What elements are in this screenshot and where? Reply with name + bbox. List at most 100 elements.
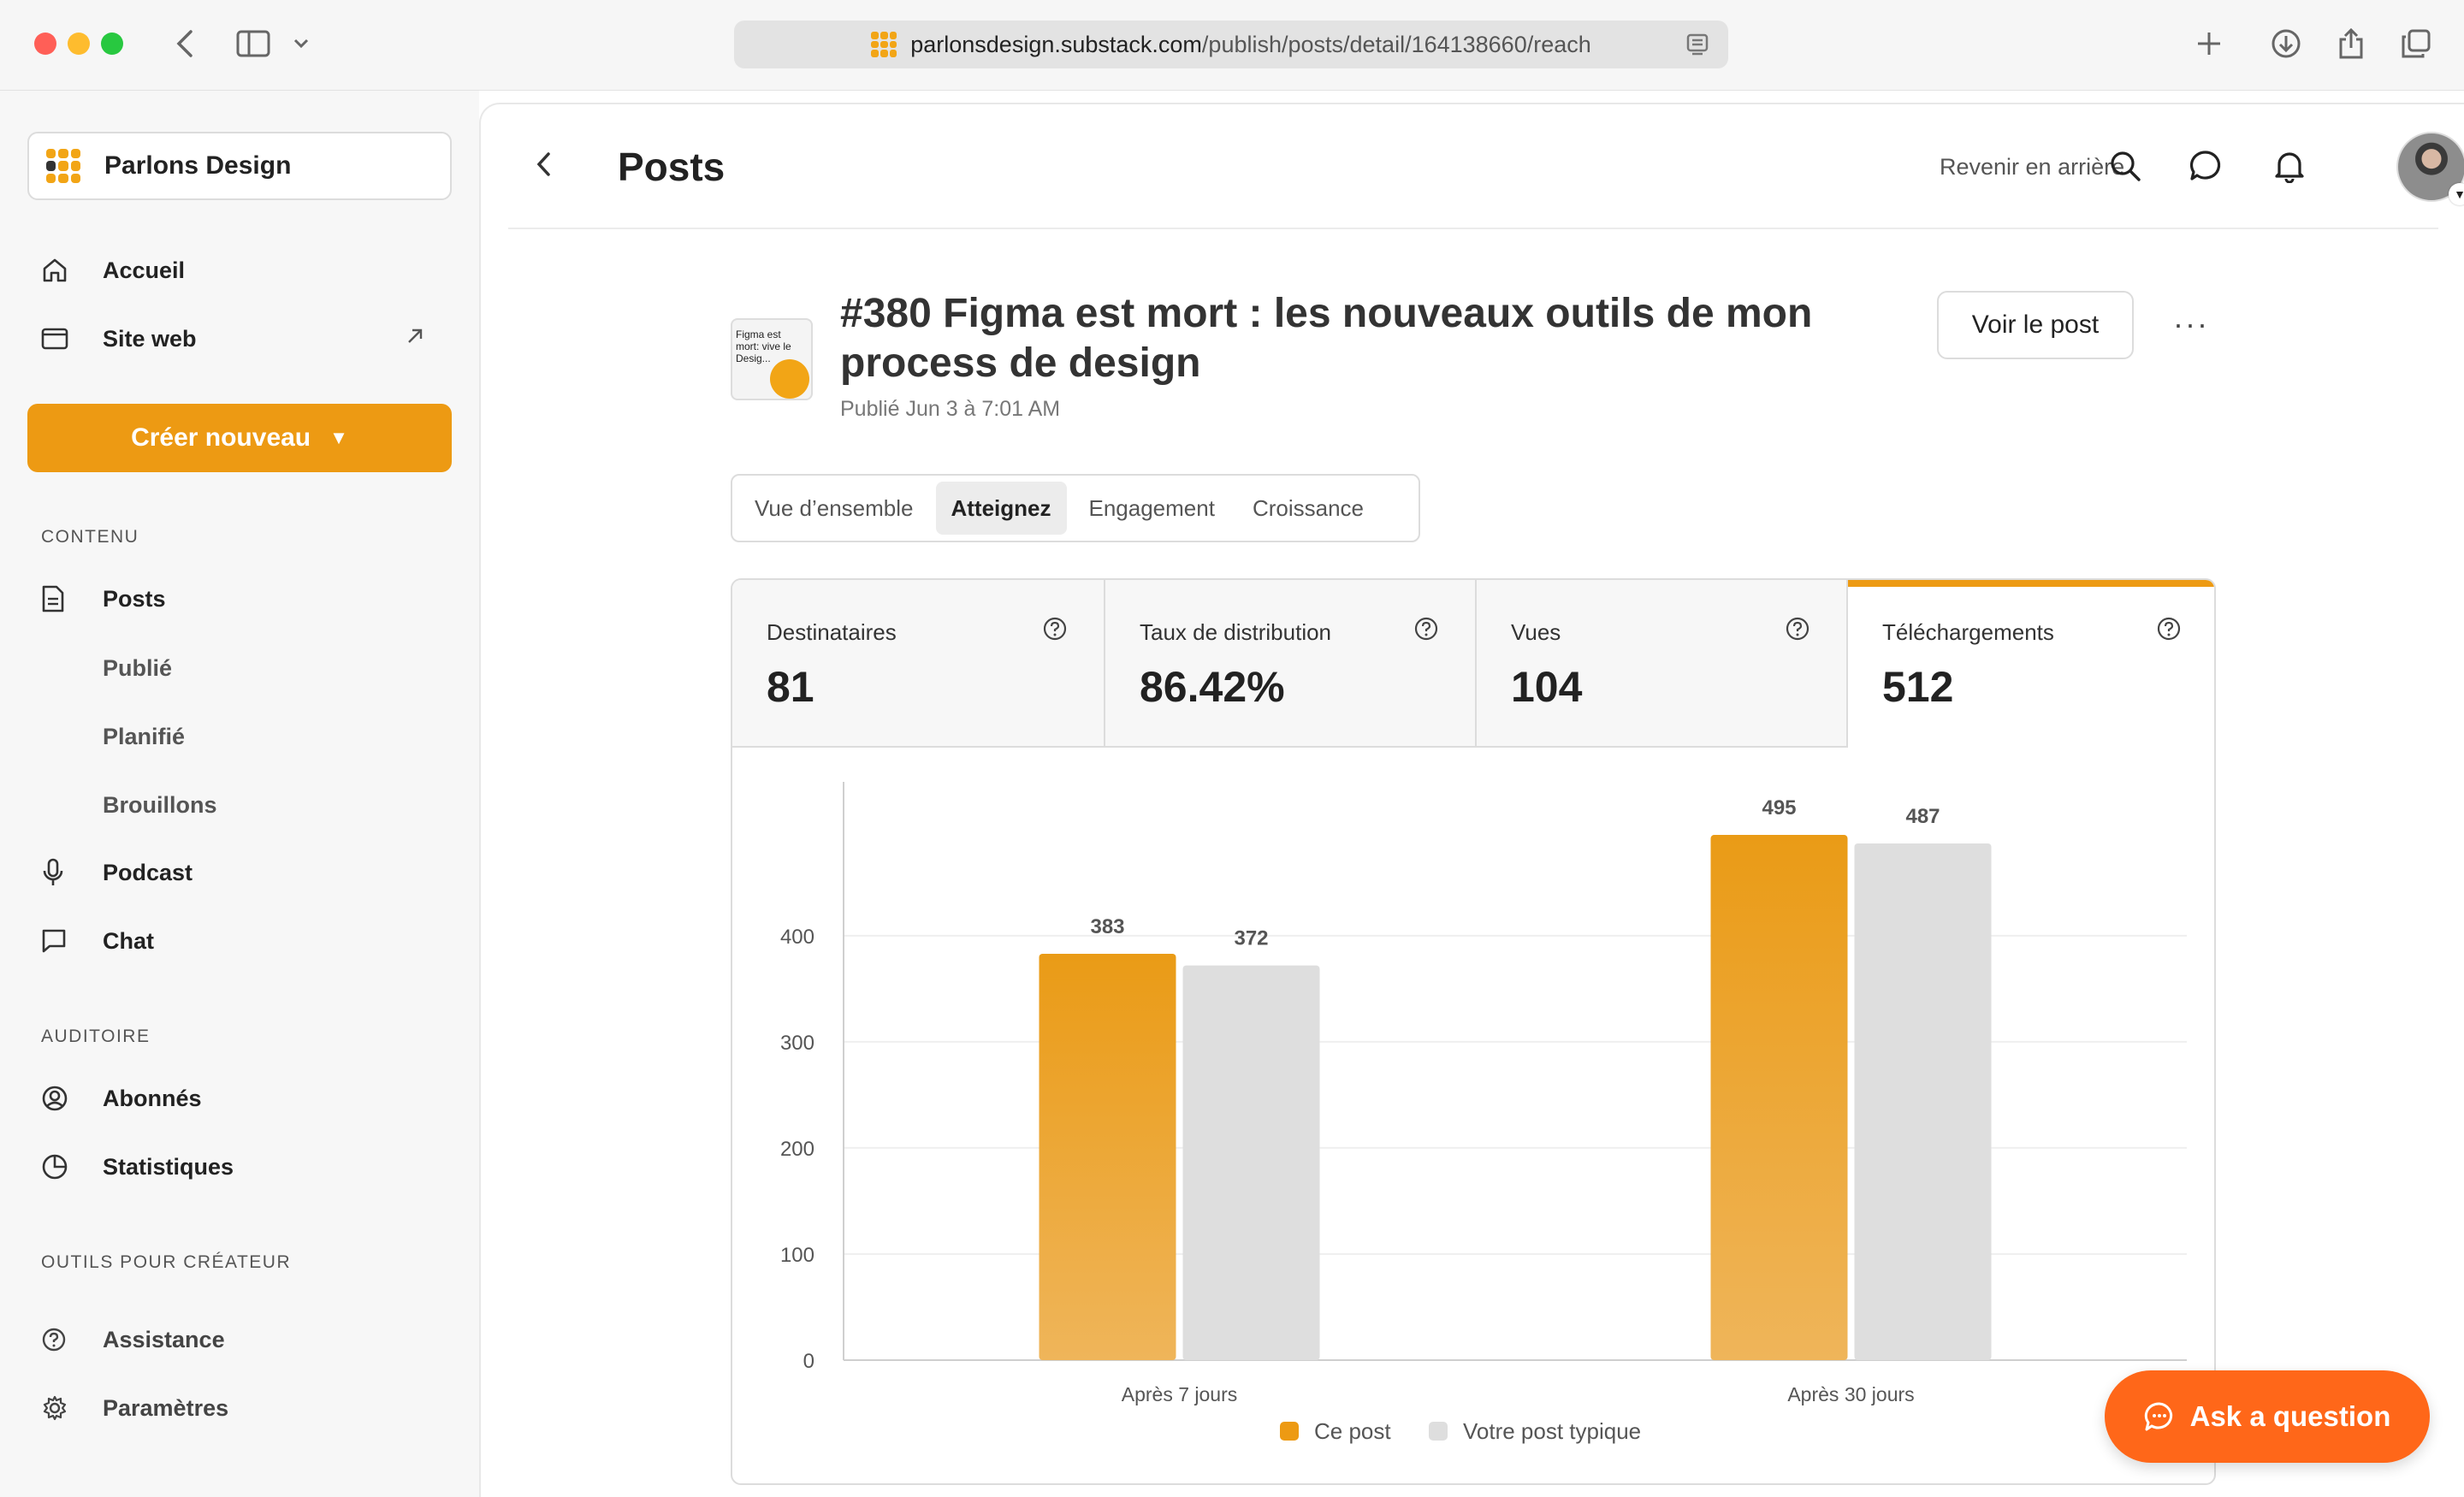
bar-value-label: 495 <box>1762 796 1796 820</box>
tab-vue-ensemble[interactable]: Vue d’ensemble <box>755 494 914 521</box>
stat-card-vues[interactable]: Vues 104 <box>1477 580 1848 748</box>
stat-card-destinataires[interactable]: Destinataires 81 <box>732 580 1105 748</box>
sidebar-item-label: Accueil <box>103 257 186 283</box>
publication-switcher[interactable]: Parlons Design <box>27 132 452 200</box>
sidebar-item-label: Chat <box>103 927 154 954</box>
sidebar-subitem-publie[interactable]: Publié <box>103 655 173 681</box>
sidebar-item-parametres[interactable]: Paramètres <box>41 1382 228 1434</box>
section-heading-contenu: CONTENU <box>41 527 139 547</box>
publication-logo-icon <box>46 149 80 183</box>
help-circle-icon <box>41 1327 82 1352</box>
tab-croissance[interactable]: Croissance <box>1252 494 1365 521</box>
back-icon[interactable] <box>168 24 202 63</box>
bar-value-label: 372 <box>1234 927 1268 950</box>
close-window-button[interactable] <box>34 33 56 55</box>
sidebar-item-posts[interactable]: Posts <box>41 573 166 624</box>
browser-window-icon <box>41 327 82 351</box>
y-tick-label: 0 <box>803 1350 814 1373</box>
more-options-icon[interactable]: ··· <box>2173 306 2209 341</box>
x-tick-label: Après 30 jours <box>1787 1383 1914 1405</box>
view-post-button[interactable]: Voir le post <box>1937 291 2134 359</box>
stat-value: 81 <box>767 663 814 711</box>
sidebar-item-label: Statistiques <box>103 1153 234 1180</box>
downloads-bar-chart: 0 100 200 300 400 383 372 Après 7 jours 495 487 Ap… <box>780 782 2187 1444</box>
bar <box>1710 835 1848 1360</box>
legend-label: Ce post <box>1314 1418 1391 1444</box>
page-header: Posts Revenir en arrière ▼ <box>508 104 2464 229</box>
page-title: Posts <box>618 145 726 189</box>
post-date: Publié Jun 3 à 7:01 AM <box>840 397 1061 421</box>
help-icon[interactable] <box>2156 616 2182 646</box>
external-link-icon <box>406 327 424 350</box>
tab-overview-icon[interactable] <box>2397 24 2435 63</box>
tab-atteignez[interactable]: Atteignez <box>935 482 1067 535</box>
revert-link[interactable]: Revenir en arrière <box>1940 154 2125 180</box>
sidebar-item-assistance[interactable]: Assistance <box>41 1314 225 1365</box>
caret-down-icon: ▼ <box>329 427 348 448</box>
legend-label: Votre post typique <box>1463 1418 1641 1444</box>
back-arrow-icon[interactable] <box>534 151 553 182</box>
ask-question-label: Ask a question <box>2189 1400 2391 1432</box>
sidebar-subitem-planifie[interactable]: Planifié <box>103 724 186 749</box>
main-content: Posts Revenir en arrière ▼ Figma est mor… <box>479 103 2464 1497</box>
microphone-icon <box>41 858 82 887</box>
zoom-window-button[interactable] <box>101 33 123 55</box>
new-tab-icon[interactable] <box>2190 24 2228 63</box>
sidebar-toggle-icon[interactable] <box>234 24 272 63</box>
legend-swatch <box>1280 1422 1299 1441</box>
reader-icon[interactable] <box>1685 33 1709 62</box>
user-circle-icon <box>41 1085 82 1112</box>
sidebar-item-site-web[interactable]: Site web <box>41 313 197 364</box>
help-icon[interactable] <box>1785 616 1810 646</box>
chat-bubble-icon <box>41 928 82 954</box>
stats-panel: Destinataires 81 Taux de distribution 86… <box>731 578 2216 1485</box>
post-thumbnail: Figma est mort: vive le Desig... <box>731 318 813 400</box>
create-new-button[interactable]: Créer nouveau ▼ <box>27 404 452 472</box>
chat-icon[interactable] <box>2189 149 2223 187</box>
legend-swatch <box>1429 1422 1448 1441</box>
help-icon[interactable] <box>1413 616 1439 646</box>
bar <box>1182 965 1320 1360</box>
address-bar[interactable]: parlonsdesign.substack.com/publish/posts… <box>734 21 1728 68</box>
active-accent-bar <box>1848 580 2214 587</box>
chevron-down-icon[interactable] <box>291 24 311 63</box>
sidebar-item-podcast[interactable]: Podcast <box>41 847 192 898</box>
minimize-window-button[interactable] <box>68 33 90 55</box>
bell-icon[interactable] <box>2272 149 2307 187</box>
stat-label: Destinataires <box>767 619 897 645</box>
stat-label: Taux de distribution <box>1140 619 1332 645</box>
sidebar-item-label: Podcast <box>103 859 193 885</box>
x-tick-label: Après 7 jours <box>1122 1383 1238 1405</box>
search-icon[interactable] <box>2108 149 2142 187</box>
sidebar-item-chat[interactable]: Chat <box>41 915 154 967</box>
sidebar-item-label: Assistance <box>103 1326 225 1352</box>
stats-tabs: Vue d’ensemble Atteignez Engagement Croi… <box>731 474 1420 542</box>
sidebar-item-label: Posts <box>103 585 166 612</box>
avatar-caret-icon[interactable]: ▼ <box>2449 183 2464 205</box>
document-icon <box>41 584 82 613</box>
sidebar-item-accueil[interactable]: Accueil <box>41 245 185 296</box>
bar <box>1854 843 1992 1360</box>
url-domain: parlonsdesign.substack.com <box>910 31 1202 57</box>
sidebar-item-label: Abonnés <box>103 1085 202 1111</box>
stat-value: 104 <box>1511 663 1583 711</box>
chat-dots-icon <box>2144 1401 2175 1432</box>
stat-value: 86.42% <box>1140 663 1285 711</box>
sidebar-item-statistiques[interactable]: Statistiques <box>41 1141 234 1192</box>
ask-question-button[interactable]: Ask a question <box>2105 1370 2430 1463</box>
sidebar-item-abonnes[interactable]: Abonnés <box>41 1073 202 1124</box>
gear-icon <box>41 1394 82 1422</box>
bar-value-label: 383 <box>1090 915 1124 938</box>
thumbnail-illustration <box>770 359 809 399</box>
sidebar: Parlons Design Accueil Site web Créer no… <box>0 91 479 1497</box>
sidebar-subitem-brouillons[interactable]: Brouillons <box>103 792 217 818</box>
help-icon[interactable] <box>1042 616 1068 646</box>
tab-engagement[interactable]: Engagement <box>1088 494 1215 521</box>
stat-label: Vues <box>1511 619 1561 645</box>
y-tick-label: 400 <box>780 926 814 949</box>
stat-label: Téléchargements <box>1882 619 2054 645</box>
stat-card-taux-distribution[interactable]: Taux de distribution 86.42% <box>1105 580 1477 748</box>
share-icon[interactable] <box>2332 24 2370 63</box>
downloads-icon[interactable] <box>2267 24 2305 63</box>
stat-card-telechargements[interactable]: Téléchargements 512 <box>1848 580 2214 748</box>
